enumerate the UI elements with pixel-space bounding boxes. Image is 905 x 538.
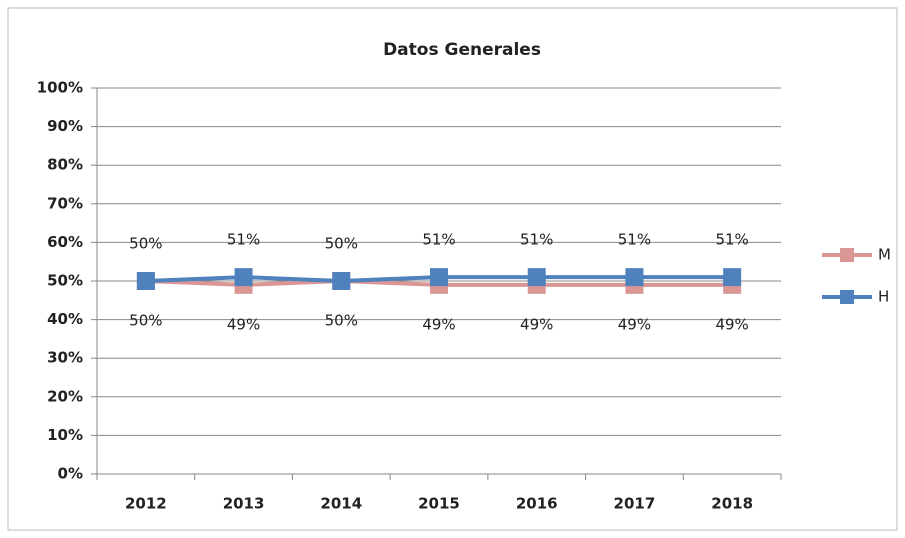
value-label: 50%	[129, 235, 162, 253]
x-tick-label: 2012	[125, 495, 167, 513]
chart-title: Datos Generales	[383, 40, 541, 60]
legend-marker	[840, 290, 854, 304]
y-tick-label: 10%	[47, 426, 83, 444]
x-tick-label: 2013	[223, 495, 265, 513]
x-tick-label: 2016	[516, 495, 558, 513]
point-marker	[136, 272, 155, 290]
value-label: 51%	[715, 231, 748, 249]
legend-label: M	[878, 246, 891, 264]
y-tick-label: 60%	[47, 233, 83, 251]
point-marker	[625, 268, 644, 287]
point-marker	[527, 268, 546, 287]
value-label: 51%	[422, 231, 455, 249]
y-tick-label: 20%	[47, 387, 83, 405]
value-label: 49%	[618, 315, 651, 333]
point-marker	[430, 268, 448, 287]
value-label: 51%	[618, 231, 651, 249]
x-tick-label: 2018	[711, 495, 753, 513]
value-label: 49%	[715, 315, 748, 333]
value-label: 49%	[520, 315, 553, 333]
value-label: 49%	[227, 315, 260, 333]
value-label: 51%	[520, 231, 553, 249]
y-tick-label: 50%	[47, 272, 83, 290]
point-marker	[234, 268, 253, 287]
legend-label: H	[878, 288, 889, 306]
x-tick-label: 2014	[320, 495, 362, 513]
x-tick-label: 2015	[418, 495, 460, 513]
legend-marker	[840, 248, 854, 262]
chart-frame	[7, 7, 898, 531]
y-tick-label: 40%	[47, 310, 83, 328]
value-label: 50%	[325, 235, 358, 253]
value-label: 50%	[129, 312, 162, 330]
y-tick-label: 100%	[37, 79, 83, 97]
y-tick-label: 0%	[58, 465, 83, 483]
value-label: 49%	[422, 315, 455, 333]
value-label: 50%	[325, 312, 358, 330]
x-tick-label: 2017	[614, 495, 656, 513]
y-tick-label: 30%	[47, 349, 83, 367]
point-marker	[332, 272, 351, 290]
y-tick-label: 80%	[47, 156, 83, 174]
point-marker	[723, 268, 742, 287]
y-tick-label: 90%	[47, 117, 83, 135]
value-label: 51%	[227, 231, 260, 249]
y-tick-label: 70%	[47, 194, 83, 212]
